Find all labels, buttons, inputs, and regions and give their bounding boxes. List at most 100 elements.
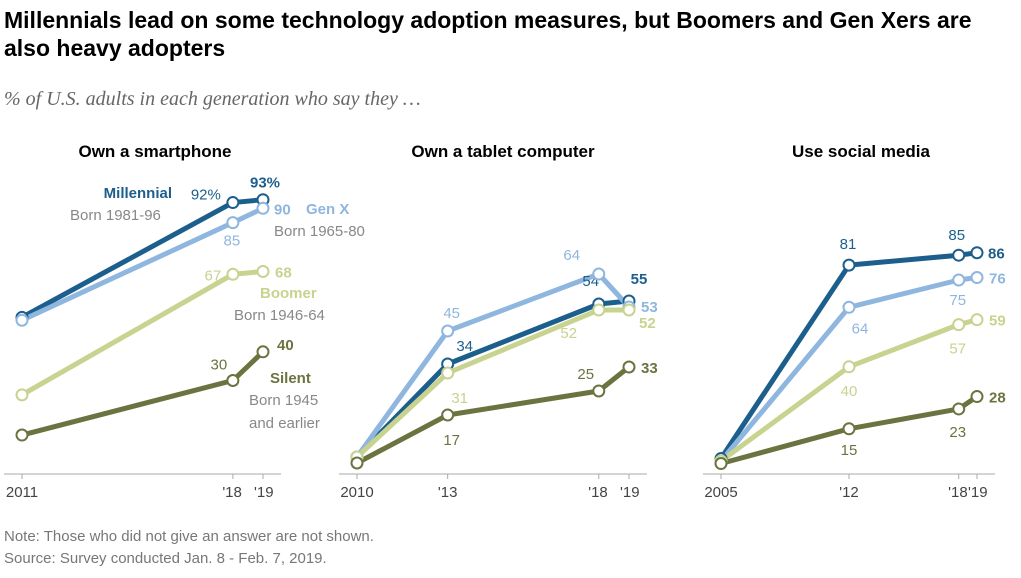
chart-note: Note: Those who did not give an answer a…	[4, 528, 374, 545]
series-born-label-silent: Born 1945	[249, 392, 318, 409]
data-point-gen-x	[952, 273, 966, 287]
data-point-silent	[842, 422, 856, 436]
panel-use-social-media: Use social media 2005 '12 '18'19 81 85 86 64 75 7…	[703, 142, 1006, 501]
series-line-silent	[718, 394, 980, 467]
chart-subtitle: % of U.S. adults in each generation who …	[4, 88, 421, 110]
series-name-label-boomer: Boomer	[260, 285, 317, 302]
data-point-millennial	[952, 248, 966, 262]
data-label-gen-x: 75	[949, 292, 966, 309]
data-label-gen-x: 64	[563, 247, 580, 264]
data-label-silent: 15	[841, 442, 858, 459]
data-label-boomer: 67	[205, 267, 222, 284]
data-label-millennial: 92%	[191, 187, 221, 204]
data-label-millennial: 34	[456, 338, 473, 355]
x-tick-label: 2011	[6, 484, 38, 501]
data-label-millennial: 81	[840, 236, 857, 253]
x-tick-label: '18	[948, 484, 968, 501]
data-label-millennial: 93%	[250, 175, 280, 192]
x-tick-label: '19	[620, 484, 640, 501]
data-label-boomer: 52	[560, 325, 577, 342]
x-tick-label: 2005	[704, 484, 737, 501]
chart-title: Millennials lead on some technology adop…	[4, 7, 972, 61]
data-label-gen-x: 45	[443, 305, 460, 322]
data-point-gen-x	[970, 271, 984, 285]
x-tick-label: '13	[438, 484, 458, 501]
data-label-boomer: 31	[451, 390, 468, 407]
data-point-boomer	[622, 303, 636, 317]
series-line-millennial	[354, 298, 632, 460]
panel-title: Use social media	[792, 142, 931, 161]
series-line-millennial	[718, 250, 980, 462]
series-born-label-gen-x: Born 1965-80	[274, 223, 365, 240]
data-point-boomer	[952, 318, 966, 332]
series-line-gen-x	[718, 275, 980, 464]
data-label-silent: 23	[949, 424, 966, 441]
data-point-millennial	[226, 196, 240, 210]
data-label-silent: 40	[277, 337, 294, 354]
panel-title: Own a tablet computer	[411, 142, 595, 161]
data-point-gen-x	[441, 324, 455, 338]
series-line-silent	[354, 364, 632, 466]
data-point-gen-x	[842, 300, 856, 314]
data-label-boomer: 57	[949, 341, 966, 358]
data-point-boomer	[15, 388, 29, 402]
series-line-gen-x	[354, 271, 632, 460]
data-label-boomer: 40	[841, 383, 858, 400]
data-label-silent: 28	[989, 390, 1006, 407]
data-point-gen-x	[256, 201, 270, 215]
data-point-millennial	[842, 258, 856, 272]
data-point-silent	[15, 428, 29, 442]
data-point-millennial	[970, 246, 984, 260]
series-name-label-millennial: Millennial	[104, 185, 172, 202]
data-label-silent: 25	[577, 366, 594, 383]
data-label-millennial: 86	[988, 246, 1005, 263]
data-point-silent	[714, 457, 728, 471]
data-point-silent	[256, 345, 270, 359]
data-point-silent	[350, 456, 364, 470]
data-point-boomer	[441, 366, 455, 380]
series-line-boomer	[19, 268, 266, 398]
data-point-silent	[622, 360, 636, 374]
data-label-gen-x: 53	[641, 299, 658, 316]
data-label-silent: 33	[641, 360, 658, 377]
data-point-silent	[952, 402, 966, 416]
data-point-boomer	[226, 267, 240, 281]
chart-source: Source: Survey conducted Jan. 8 - Feb. 7…	[4, 550, 327, 567]
x-tick-label: '19	[968, 484, 988, 501]
data-label-gen-x: 85	[224, 233, 241, 250]
data-point-gen-x	[592, 267, 606, 281]
x-tick-label: '18	[588, 484, 608, 501]
series-name-label-silent: Silent	[270, 370, 311, 387]
series-legend-labels: Millennial Born 1981-96 Gen X Born 1965-80 B…	[70, 185, 365, 432]
x-tick-label: '19	[254, 484, 274, 501]
series-line-boomer	[354, 307, 632, 460]
x-tick-label: '12	[839, 484, 859, 501]
data-point-boomer	[256, 264, 270, 278]
x-tick-label: 2010	[340, 484, 373, 501]
data-point-boomer	[592, 303, 606, 317]
data-point-boomer	[970, 313, 984, 327]
x-tick-label: '18	[222, 484, 242, 501]
data-point-silent	[441, 408, 455, 422]
data-label-silent: 17	[443, 432, 460, 449]
data-label-boomer: 68	[275, 264, 292, 281]
series-born-label-boomer: Born 1946-64	[234, 307, 325, 324]
data-label-silent: 30	[211, 357, 228, 374]
panel-title: Own a smartphone	[78, 142, 231, 161]
data-label-gen-x: 76	[989, 271, 1006, 288]
data-point-silent	[592, 384, 606, 398]
series-name-label-gen-x: Gen X	[306, 201, 349, 218]
data-label-gen-x: 90	[274, 201, 291, 218]
data-point-silent	[970, 390, 984, 404]
series-line-gen-x	[19, 205, 266, 323]
series-line-boomer	[718, 317, 980, 464]
data-label-millennial: 85	[948, 227, 965, 244]
data-point-gen-x	[15, 313, 29, 327]
panel-own-a-smartphone: Own a smartphone 2011 '18 '19 92% 93% 85 90 67 68…	[4, 142, 294, 501]
data-label-gen-x: 64	[852, 320, 869, 337]
data-point-gen-x	[226, 216, 240, 230]
data-point-boomer	[842, 360, 856, 374]
data-label-boomer: 59	[989, 313, 1006, 330]
